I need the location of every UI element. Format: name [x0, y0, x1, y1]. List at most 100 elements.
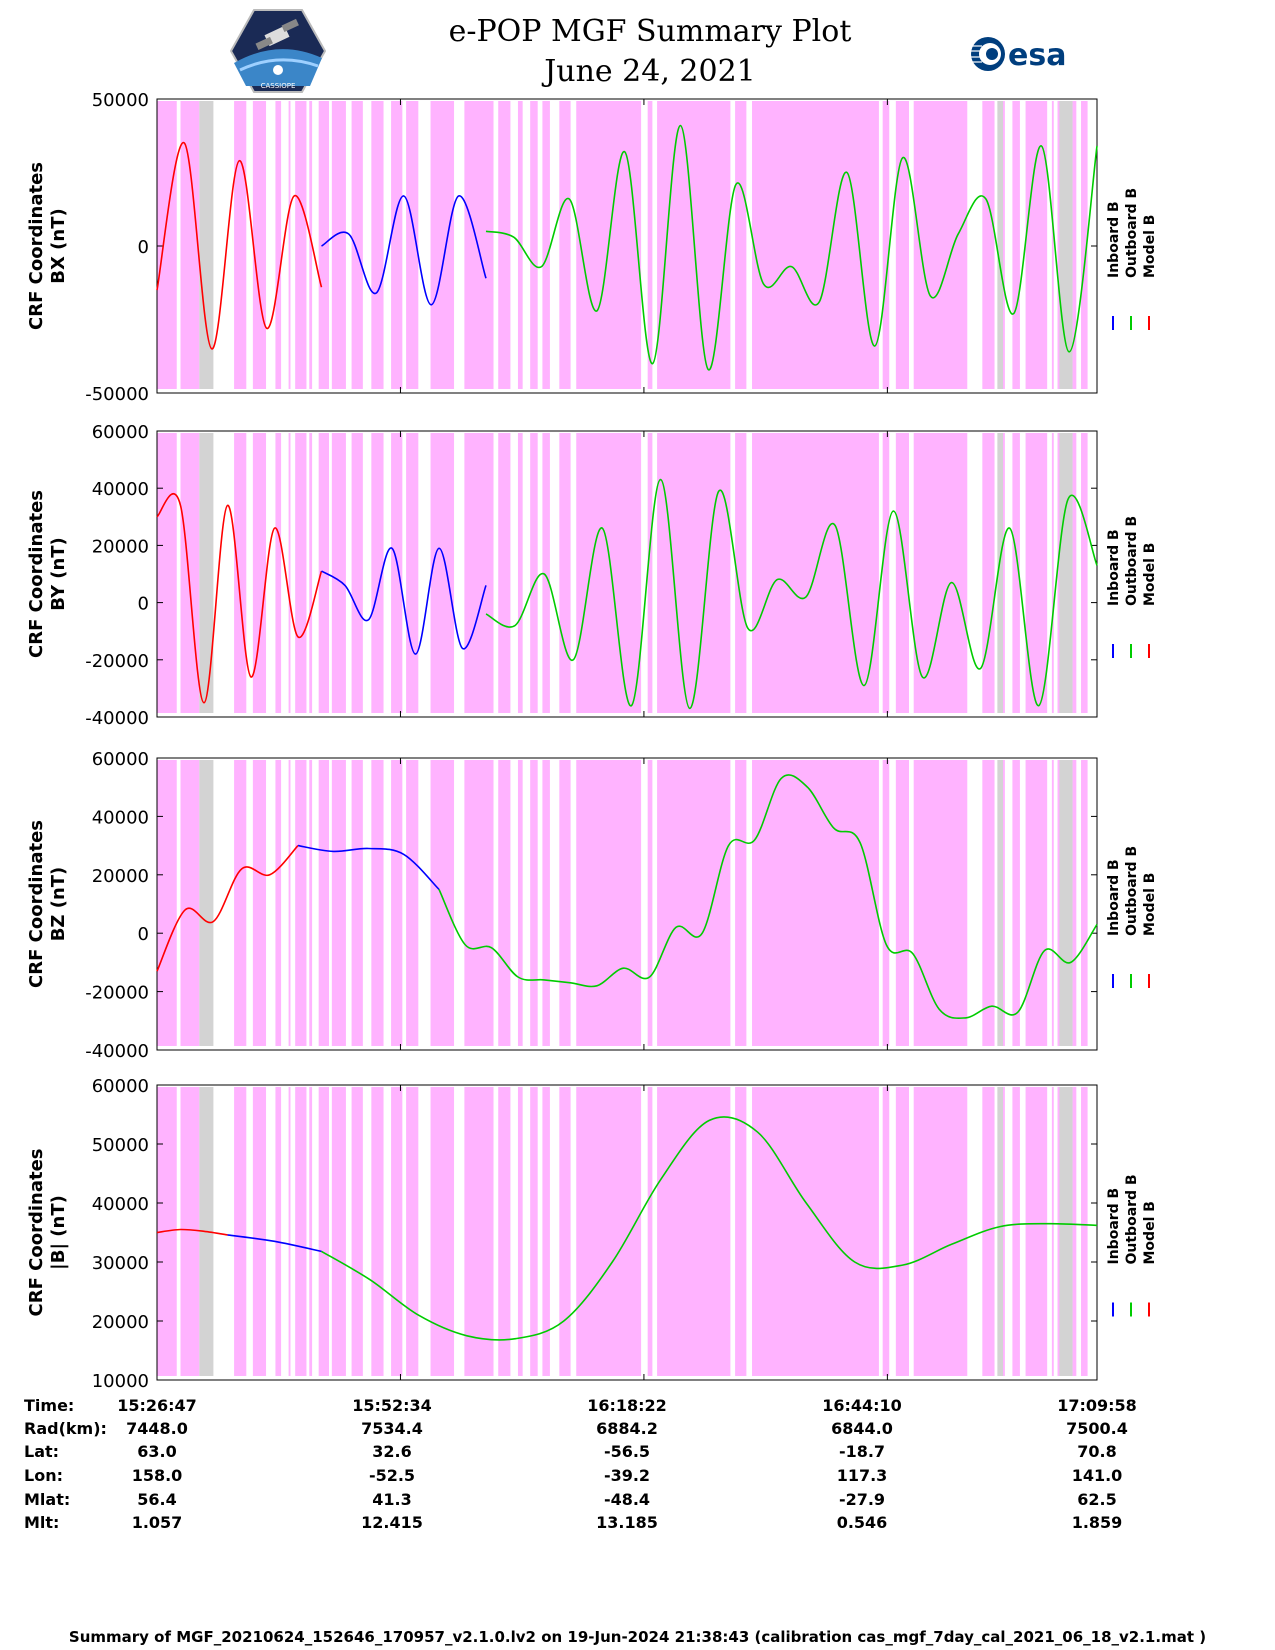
shade-band-pink-21	[576, 433, 642, 713]
y-tick-label: 0	[138, 237, 149, 258]
shade-band-pink-20	[559, 101, 571, 389]
series-line-model-b	[156, 845, 299, 972]
shade-band-pink-26	[882, 433, 890, 713]
shade-band-pink-24	[735, 760, 747, 1046]
shade-band-pink-36	[1081, 1087, 1088, 1376]
y-tick-label: 40000	[92, 1194, 149, 1215]
readout-lat-col-4: 70.8	[1077, 1442, 1117, 1461]
shade-band-pink-20	[559, 760, 571, 1046]
shade-band-pink-27	[895, 433, 909, 713]
shade-band-pink-9	[331, 433, 346, 713]
shade-band-gray-2	[1059, 1087, 1073, 1376]
plot-title: e-POP MGF Summary Plot June 24, 2021	[300, 12, 1000, 92]
readout-lat-col-0: 63.0	[137, 1442, 177, 1461]
shade-band-pink-27	[895, 760, 909, 1046]
y-tick-label: 10000	[92, 1371, 149, 1392]
shade-band-pink-4	[275, 433, 282, 713]
shade-band-pink-5	[288, 101, 291, 389]
shade-band-pink-22	[647, 101, 653, 389]
shade-band-pink-19	[542, 760, 550, 1046]
series-line-inboard-b	[321, 547, 487, 655]
shade-band-pink-6	[295, 760, 307, 1046]
legend-label: Model B	[1142, 543, 1158, 606]
readout-time-col-4: 17:09:58	[1057, 1396, 1137, 1415]
readout-lat-col-3: -18.7	[838, 1442, 886, 1461]
shade-band-pink-25	[752, 1087, 879, 1376]
readout-lat-col-2: -56.5	[603, 1442, 651, 1461]
readout-time-col-2: 16:18:22	[587, 1396, 667, 1415]
shade-band-pink-35	[1072, 433, 1077, 713]
y-tick-label: 30000	[92, 1253, 149, 1274]
shade-band-pink-27	[895, 101, 909, 389]
shade-band-pink-11	[371, 101, 384, 389]
shade-band-pink-19	[542, 433, 550, 713]
y-tick-label: -40000	[85, 1041, 149, 1062]
y-axis-label-line-1: CRF Coordinates	[26, 490, 47, 658]
shade-band-pink-28	[913, 1087, 968, 1376]
y-tick-label: -50000	[85, 384, 149, 405]
cassiope-logo: CASSIOPE	[230, 9, 326, 93]
y-tick-label: 0	[138, 924, 149, 945]
shade-band-pink-12	[391, 1087, 403, 1376]
readout-rad-col-2: 6884.2	[596, 1419, 658, 1438]
shade-band-gray-2	[1059, 433, 1073, 713]
shade-band-pink-31	[1012, 760, 1020, 1046]
shade-band-pink-2	[234, 101, 247, 389]
shade-band-pink-36	[1081, 101, 1088, 389]
shade-band-pink-18	[530, 760, 538, 1046]
y-tick-label: 20000	[92, 536, 149, 557]
shade-band-pink-10	[351, 760, 363, 1046]
y-axis-label: CRF CoordinatesBZ (nT)	[26, 820, 69, 988]
readout-lon-col-3: 117.3	[836, 1466, 888, 1485]
axes-box	[156, 430, 1098, 718]
y-tick-label: 20000	[92, 1312, 149, 1333]
shade-band-pink-26	[882, 101, 890, 389]
shade-band-pink-14	[430, 101, 455, 389]
shade-band-pink-11	[371, 1087, 384, 1376]
series-line-outboard-b	[485, 478, 1098, 710]
shade-band-pink-6	[295, 1087, 307, 1376]
shade-band-pink-3	[252, 1087, 267, 1376]
shade-band-pink-7	[309, 760, 313, 1046]
shade-band-pink-24	[735, 433, 747, 713]
shade-band-pink-0	[157, 433, 177, 713]
shade-band-pink-0	[157, 101, 177, 389]
readout-mlt-col-2: 13.185	[596, 1513, 658, 1532]
shade-band-pink-7	[309, 433, 313, 713]
series-line-inboard-b	[297, 844, 440, 890]
shade-band-pink-31	[1012, 101, 1020, 389]
panel-magb: 10000 20000 30000 40000 50000 60000 CRF Coordi…	[26, 1076, 1158, 1392]
readout-label-lon: Lon:	[24, 1466, 63, 1485]
y-tick-label: 60000	[92, 1076, 149, 1097]
y-tick-label: 0	[138, 594, 149, 615]
shade-band-pink-16	[498, 760, 511, 1046]
shade-band-pink-33	[1051, 1087, 1054, 1376]
readout-mlat-col-3: -27.9	[838, 1490, 886, 1509]
shade-band-pink-19	[542, 101, 550, 389]
shade-band-pink-30	[1003, 1087, 1005, 1376]
shade-band-pink-7	[309, 101, 313, 389]
shade-band-pink-16	[498, 101, 511, 389]
footer-caption: Summary of MGF_20210624_152646_170957_v2…	[68, 1628, 1207, 1646]
y-tick-label: 20000	[92, 866, 149, 887]
y-axis-label: CRF Coordinates|B| (nT)	[26, 1149, 69, 1317]
shade-band-pink-13	[406, 760, 419, 1046]
shade-band-pink-5	[288, 1087, 291, 1376]
shade-band-pink-19	[542, 1087, 550, 1376]
series-line-outboard-b	[485, 124, 1098, 371]
readout-mlt-col-4: 1.859	[1071, 1513, 1123, 1532]
legend: Inboard B Outboard B Model B	[1106, 188, 1158, 330]
shade-band-pink-5	[288, 433, 291, 713]
shade-band-pink-2	[234, 760, 247, 1046]
shade-band-pink-23	[657, 760, 731, 1046]
readout-time-col-0: 15:26:47	[117, 1396, 197, 1415]
shade-band-pink-6	[295, 433, 307, 713]
shade-band-pink-17	[517, 760, 523, 1046]
shade-band-pink-18	[530, 101, 538, 389]
legend-label: Outboard B	[1124, 1174, 1140, 1264]
readout-label-lat: Lat:	[24, 1442, 60, 1461]
y-tick-label: 50000	[92, 90, 149, 111]
legend: Inboard B Outboard B Model B	[1106, 516, 1158, 658]
title-line-2: June 24, 2021	[544, 54, 756, 89]
shade-band-pink-20	[559, 1087, 571, 1376]
